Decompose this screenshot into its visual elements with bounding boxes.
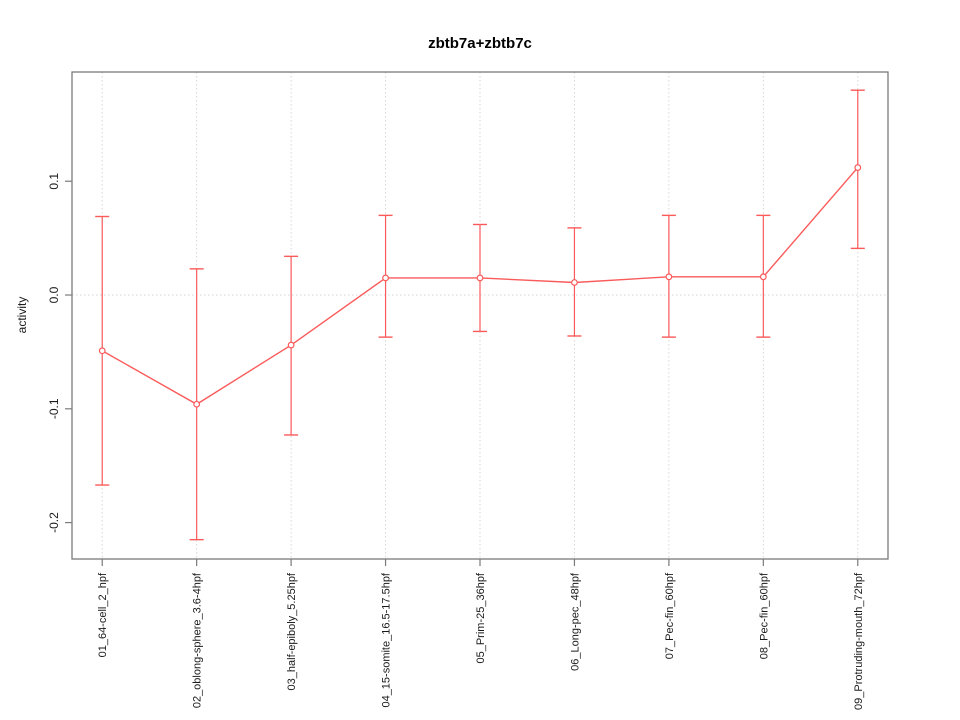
x-tick-label: 01_64-cell_2_hpf bbox=[97, 572, 109, 657]
y-axis-label: activity bbox=[15, 296, 29, 334]
data-point bbox=[759, 273, 767, 281]
y-tick-label: -0.2 bbox=[47, 512, 61, 533]
data-point bbox=[287, 341, 295, 349]
x-tick-label: 03_half-epiboly_5.25hpf bbox=[286, 572, 298, 690]
chart-title: zbtb7a+zbtb7c bbox=[428, 35, 532, 52]
x-tick-label: 04_15-somite_16.5-17.5hpf bbox=[381, 572, 393, 707]
x-tick-label: 07_Pec-fin_60hpf bbox=[664, 572, 676, 659]
data-point bbox=[665, 273, 673, 281]
x-tick-label: 09_Protruding-mouth_72hpf bbox=[853, 572, 865, 710]
data-point bbox=[854, 164, 862, 171]
x-tick-label: 06_Long-pec_48hpf bbox=[569, 572, 581, 671]
data-point bbox=[382, 274, 389, 282]
y-tick-label: -0.1 bbox=[47, 398, 61, 419]
data-point bbox=[98, 347, 106, 355]
y-tick-label: 0.0 bbox=[47, 286, 61, 303]
y-tick-label: 0.1 bbox=[47, 173, 61, 190]
x-tick-label: 05_Prim-25_36hpf bbox=[475, 572, 487, 663]
data-point bbox=[193, 400, 201, 408]
data-point bbox=[476, 274, 484, 282]
data-point bbox=[571, 279, 578, 286]
x-tick-label: 02_oblong-sphere_3.6-4hpf bbox=[192, 572, 204, 708]
x-tick-label: 08_Pec-fin_60hpf bbox=[758, 572, 770, 659]
